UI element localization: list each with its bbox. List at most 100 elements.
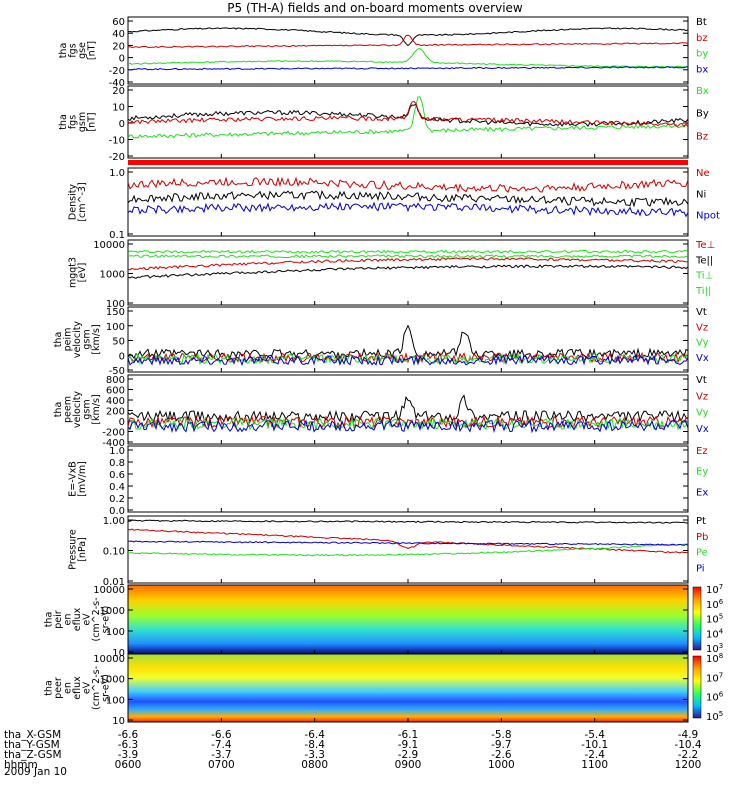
y-tick-label: 1.0 (109, 168, 125, 179)
legend-Vx: Vx (696, 424, 709, 435)
y-axis-label: E=-VxB (67, 461, 78, 496)
x-row-value: 0700 (207, 759, 235, 771)
y-tick-label: 20 (112, 86, 125, 97)
legend-Te⊥: Te⊥ (695, 240, 715, 251)
y-axis-label: tha (44, 612, 55, 628)
x-row-value: -7.4 (211, 739, 232, 751)
series-Vt (127, 324, 689, 361)
status-band (128, 160, 688, 165)
legend-Pt: Pt (696, 516, 706, 527)
y-tick-label: 0.10 (103, 547, 125, 558)
legend-Bz: Bz (696, 131, 708, 142)
colorbar-peir-eflux (692, 586, 702, 651)
x-row-value: -9.1 (397, 739, 419, 751)
y-tick-label: -20 (109, 66, 125, 77)
y-axis-label: en (63, 682, 74, 694)
series-By (127, 103, 689, 127)
series-Ni (127, 189, 689, 208)
y-tick-label: 0 (119, 119, 125, 130)
y-axis-label: eflux (72, 607, 83, 631)
y-tick-label: 150 (106, 307, 125, 318)
legend-Pb: Pb (696, 532, 708, 543)
x-row-value: 0600 (114, 759, 142, 771)
y-tick-label: 0 (119, 54, 125, 65)
y-axis-label: tha (58, 114, 69, 130)
y-tick-label: 800 (106, 375, 125, 386)
x-row-label: tha_X-GSM (4, 729, 62, 741)
y-tick-label: 40 (112, 29, 125, 40)
y-axis-label: fgs (67, 115, 78, 129)
x-row-value: 0900 (394, 759, 422, 771)
y-tick-label: 10000 (93, 240, 125, 251)
y-tick-label: 1.00 (103, 516, 125, 527)
panel-frame (127, 239, 689, 306)
x-row-value: -8.4 (304, 739, 325, 751)
legend-Ne: Ne (696, 168, 710, 179)
colorbar-label: 106 (706, 598, 724, 611)
y-axis-label: eV (82, 613, 93, 626)
x-row-value: -2.4 (584, 749, 605, 761)
x-row-value: -10.4 (674, 739, 702, 751)
y-axis-label: [nT] (86, 41, 97, 60)
legend-Vz: Vz (696, 322, 708, 333)
y-axis-label: tha (58, 43, 69, 59)
series-Pb (127, 528, 689, 554)
series-Npot (127, 201, 689, 218)
y-tick-label: 100 (106, 299, 125, 310)
series-Pi (127, 540, 689, 546)
x-row-value: -3.3 (304, 749, 325, 761)
legend-Vy: Vy (696, 408, 709, 419)
x-row-value: 1100 (581, 759, 609, 771)
y-tick-label: 10000 (93, 654, 125, 665)
panel-frame (127, 374, 689, 445)
legend-bz: bz (696, 33, 708, 44)
y-axis-label: (cm^2-s- (91, 666, 102, 710)
x-row-value: -4.9 (677, 729, 699, 741)
y-tick-label: 200 (106, 407, 125, 418)
legend-Pe: Pe (696, 548, 708, 559)
x-row-value: -6.6 (211, 729, 232, 741)
panel-frame (127, 445, 689, 513)
legend-Vx: Vx (696, 353, 709, 364)
y-tick-label: 0.1 (109, 230, 125, 241)
colorbar-label: 107 (706, 671, 723, 684)
y-tick-label: 10 (112, 716, 125, 727)
y-tick-label: 10000 (93, 585, 125, 596)
legend-Ey: Ey (696, 467, 708, 478)
y-tick-label: 100 (106, 695, 125, 706)
y-tick-label: 10 (112, 103, 125, 114)
x-row-label: tha_Z-GSM (4, 749, 62, 761)
panel-frame (127, 167, 689, 237)
y-axis-label: gsm (82, 329, 93, 349)
y-axis-label: velocity (72, 391, 83, 429)
x-row-value: -2.9 (397, 749, 419, 761)
legend-Bx: Bx (696, 86, 709, 97)
y-tick-label: 0 (119, 351, 125, 362)
colorbar-label: 105 (706, 613, 723, 626)
x-row-value: -9.7 (491, 739, 512, 751)
y-axis-label: [nPa] (77, 537, 88, 562)
y-tick-label: 0.4 (109, 482, 125, 493)
series-Pt (127, 519, 689, 524)
heatmap-peir-eflux (128, 585, 688, 654)
y-axis-label: peir (53, 610, 64, 629)
series-Te|| (127, 264, 689, 279)
legend-Npot: Npot (696, 211, 720, 222)
y-tick-label: 1.0 (109, 446, 125, 457)
panel-frame (127, 16, 689, 85)
y-axis-label: eflux (72, 676, 83, 700)
y-tick-label: 400 (106, 396, 125, 407)
panel-peer-eflux: 108 107 106 105 10000 1000 100 10 thapeereneflux… (44, 652, 724, 727)
y-tick-label: 0.2 (109, 494, 125, 505)
y-axis-label: peim (63, 328, 74, 352)
panel-peir-eflux: 10710610510410310000100010010thapeirenef… (44, 583, 724, 659)
y-tick-label: 100 (106, 627, 125, 638)
y-axis-label: peem (63, 396, 74, 423)
y-tick-label: 10 (112, 648, 125, 659)
y-tick-label: 1000 (100, 270, 125, 281)
panel-efield: Ez Ey Ex 1.00.80.60.40.20.0 E=-VxB[mV/m] (67, 445, 708, 517)
series-Pe (127, 542, 689, 557)
y-tick-label: 0.6 (109, 470, 125, 481)
y-axis-label: tha (44, 680, 55, 696)
